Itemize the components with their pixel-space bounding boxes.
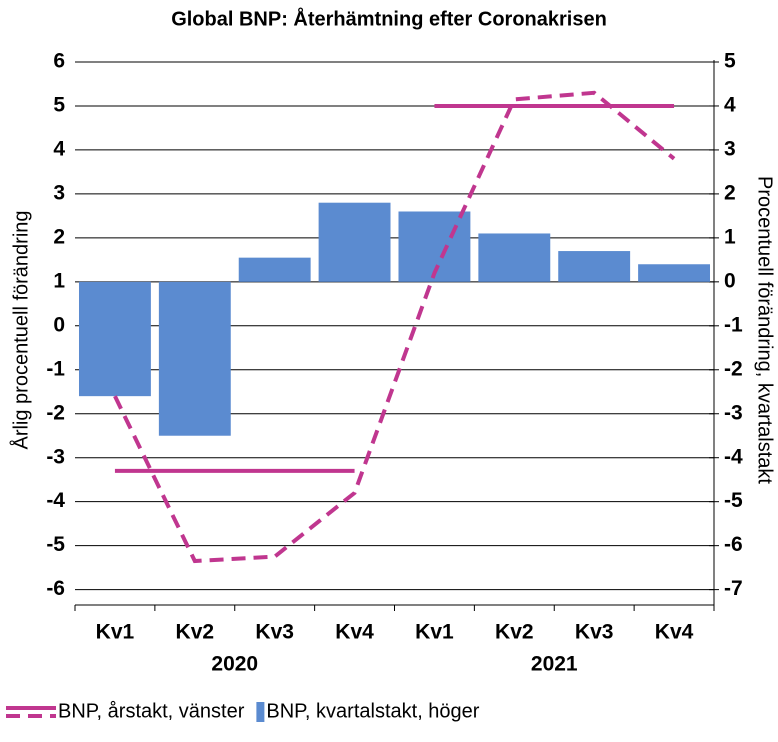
y2-tick-label: -1 (724, 313, 743, 336)
y-tick-label: 1 (53, 269, 65, 292)
x-tick-label: Kv1 (415, 621, 454, 644)
year-label: 2021 (531, 653, 578, 676)
legend-label: BNP, kvartalstakt, höger (266, 700, 479, 722)
bar (78, 281, 151, 397)
y-tick-label: -2 (46, 401, 65, 424)
chart-title: Global BNP: Återhämtning efter Coronakri… (171, 6, 607, 30)
y-tick-label: 2 (53, 225, 65, 248)
x-tick-label: Kv2 (495, 621, 534, 644)
y2-tick-label: -6 (724, 533, 743, 556)
y2-tick-label: 5 (724, 50, 736, 73)
y2-tick-label: 0 (724, 269, 736, 292)
y2-tick-label: 4 (724, 94, 736, 117)
y2-tick-label: -3 (724, 401, 743, 424)
legend-label: BNP, årstakt, vänster (58, 700, 245, 722)
y2-tick-label: 3 (724, 137, 736, 160)
y2-tick-label: 2 (724, 181, 736, 204)
bar (238, 257, 311, 282)
bar (558, 251, 631, 282)
y2-tick-label: 1 (724, 225, 736, 248)
bar (318, 202, 391, 282)
y-tick-label: 3 (53, 181, 65, 204)
year-label: 2020 (211, 653, 258, 676)
y2-tick-label: -7 (724, 577, 743, 600)
bar (478, 233, 551, 282)
x-tick-label: Kv2 (176, 621, 215, 644)
x-tick-label: Kv4 (655, 621, 694, 644)
y-tick-label: 6 (53, 50, 65, 73)
x-tick-label: Kv3 (575, 621, 614, 644)
bar (638, 264, 711, 282)
bar (158, 281, 231, 436)
y2-tick-label: -2 (724, 357, 743, 380)
y-tick-label: -4 (46, 489, 65, 512)
y-tick-label: -5 (46, 533, 65, 556)
y-tick-label: 5 (53, 94, 65, 117)
y-tick-label: 0 (53, 313, 65, 336)
x-tick-label: Kv1 (96, 621, 135, 644)
y2-tick-label: -5 (724, 489, 743, 512)
x-tick-label: Kv4 (335, 621, 374, 644)
y-tick-label: -1 (46, 357, 65, 380)
y-tick-label: -3 (46, 445, 65, 468)
x-tick-label: Kv3 (255, 621, 294, 644)
y2-tick-label: -4 (724, 445, 743, 468)
y2-axis-label: Procentuell förändring, kvartalstakt (754, 176, 776, 484)
y-axis-label: Årlig procentuell förändring (9, 210, 32, 449)
y-tick-label: -6 (46, 577, 65, 600)
legend-swatch (256, 702, 265, 722)
y-tick-label: 4 (53, 137, 65, 160)
